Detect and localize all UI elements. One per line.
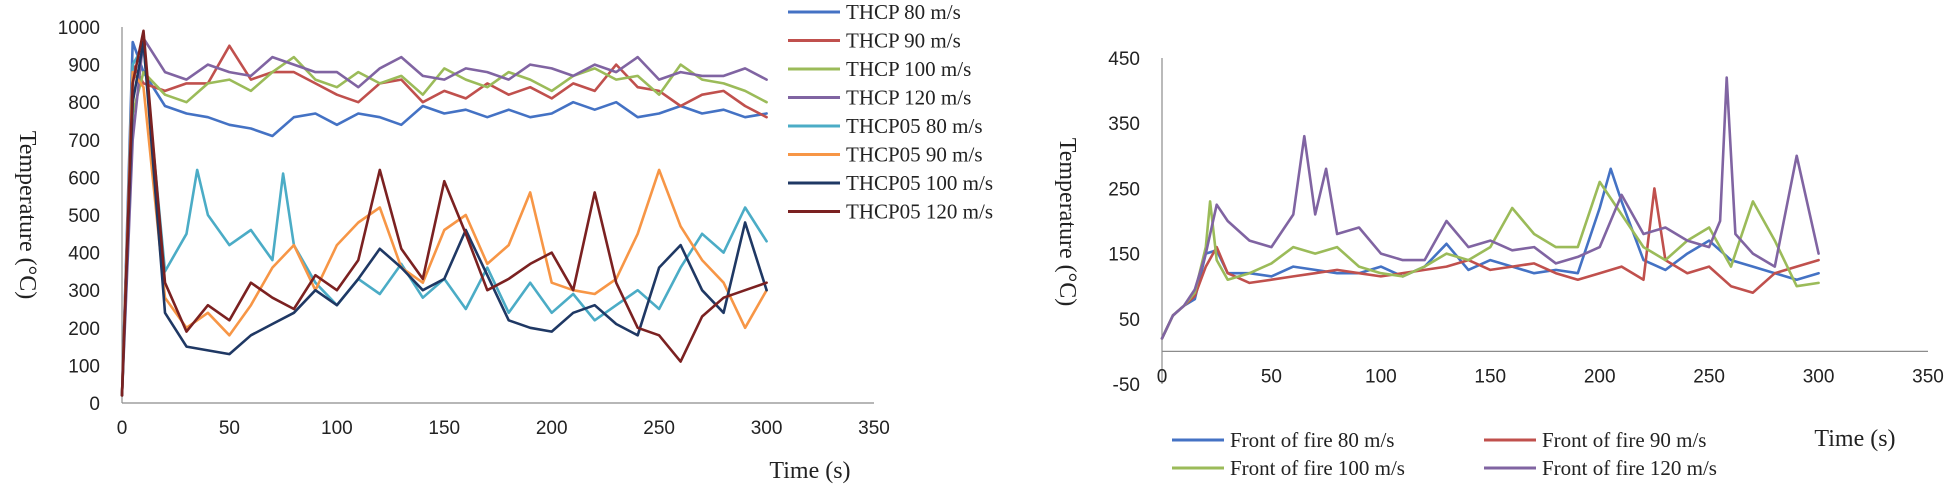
x-tick-label: 200 xyxy=(1584,366,1616,387)
y-tick-label: 400 xyxy=(68,244,100,265)
x-axis-title: Time (s) xyxy=(1814,426,1895,452)
series-line-3 xyxy=(1160,180,1820,340)
series-line-8 xyxy=(120,29,768,397)
series-line-4 xyxy=(1160,76,1820,340)
y-tick-label: 600 xyxy=(68,168,100,189)
x-tick-label: 0 xyxy=(1157,366,1168,387)
y-axis-title: Temperature (°C) xyxy=(1054,138,1080,307)
y-tick-label: 900 xyxy=(68,56,100,77)
y-tick-label: 350 xyxy=(1108,114,1140,135)
legend-label: THCP05 80 m/s xyxy=(846,114,983,138)
legend-label: Front of fire 90 m/s xyxy=(1542,428,1706,452)
x-tick-label: 50 xyxy=(219,418,240,439)
x-tick-label: 300 xyxy=(751,418,783,439)
series-line-4 xyxy=(120,36,768,397)
legend-label: THCP05 90 m/s xyxy=(846,143,983,167)
series-line-3 xyxy=(120,55,768,397)
left-line-chart: 0 100 200 300 400 500 600 700 800 900 1000 0 50 100 15… xyxy=(14,0,993,484)
y-tick-label: 450 xyxy=(1108,49,1140,70)
y-tick-label: 100 xyxy=(68,356,100,377)
legend-label: THCP05 100 m/s xyxy=(846,171,993,195)
legend-label: Front of fire 100 m/s xyxy=(1230,456,1405,480)
right-line-chart: -50 50 150 250 350 450 0 50 100 150 200 250 300 350 Te… xyxy=(1054,49,1944,480)
legend-label: Front of fire 120 m/s xyxy=(1542,456,1717,480)
y-tick-label: 150 xyxy=(1108,245,1140,266)
legend-label: THCP 80 m/s xyxy=(846,0,961,24)
y-tick-label: -50 xyxy=(1113,375,1140,396)
x-tick-label: 300 xyxy=(1803,366,1835,387)
y-tick-label: 0 xyxy=(89,394,100,415)
x-tick-label: 100 xyxy=(321,418,353,439)
legend-label: THCP 90 m/s xyxy=(846,29,961,53)
x-tick-label: 350 xyxy=(1912,366,1944,387)
legend-label: THCP 100 m/s xyxy=(846,57,971,81)
legend-label: Front of fire 80 m/s xyxy=(1230,428,1394,452)
series-line-2 xyxy=(120,44,768,397)
y-tick-label: 1000 xyxy=(58,18,100,39)
x-tick-label: 200 xyxy=(536,418,568,439)
y-tick-label: 700 xyxy=(68,131,100,152)
x-tick-label: 150 xyxy=(1474,366,1506,387)
legend-label: THCP05 120 m/s xyxy=(846,200,993,224)
x-tick-label: 250 xyxy=(1693,366,1725,387)
y-tick-label: 300 xyxy=(68,281,100,302)
y-tick-label: 500 xyxy=(68,206,100,227)
y-axis-title: Temperature (°C) xyxy=(14,131,40,300)
y-tick-label: 800 xyxy=(68,93,100,114)
x-tick-label: 250 xyxy=(643,418,675,439)
y-tick-label: 50 xyxy=(1119,310,1140,331)
x-tick-label: 0 xyxy=(117,418,128,439)
y-tick-label: 250 xyxy=(1108,179,1140,200)
x-axis-title: Time (s) xyxy=(769,458,850,484)
x-tick-label: 100 xyxy=(1365,366,1397,387)
x-tick-label: 350 xyxy=(858,418,890,439)
x-tick-label: 50 xyxy=(1261,366,1282,387)
series-line-7 xyxy=(120,40,768,397)
y-tick-label: 200 xyxy=(68,319,100,340)
legend-label: THCP 120 m/s xyxy=(846,86,971,110)
x-tick-label: 150 xyxy=(428,418,460,439)
series-line-6 xyxy=(120,70,768,397)
series-line-1 xyxy=(120,40,768,397)
